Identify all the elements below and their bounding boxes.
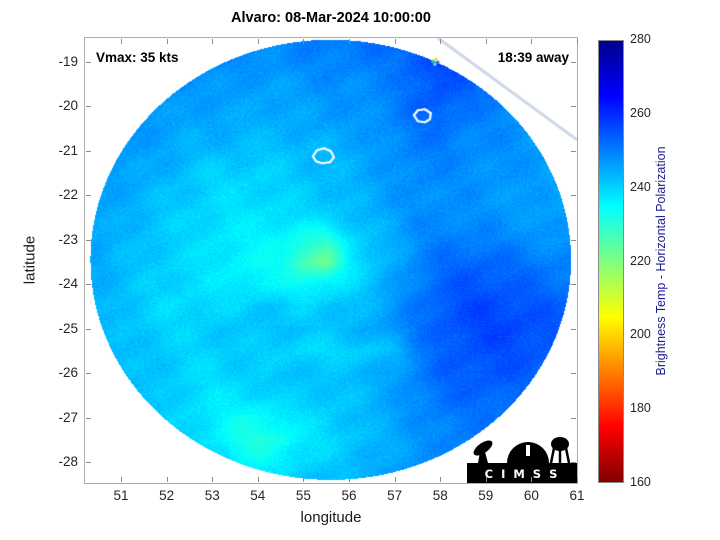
colorbar-tick-label: 180 [630,401,651,416]
y-tick-mark [86,195,91,197]
x-tick-mark [212,477,214,482]
x-tick-mark [349,39,350,44]
x-tick-mark [394,477,396,482]
x-tick-label: 51 [113,488,129,503]
x-tick-mark [577,39,578,44]
y-tick-mark [86,328,91,330]
cimss-logo: C I M S S [467,408,577,483]
x-tick-mark [303,477,305,482]
y-tick-mark [86,284,91,286]
y-tick-label: -26 [58,365,78,381]
x-tick-mark [577,477,578,482]
colorbar-label: Brightness Temp - Horizontal Polarizatio… [654,146,668,376]
x-tick-mark [394,39,396,44]
y-tick-label: -22 [58,187,78,203]
x-tick-mark [121,39,123,44]
x-tick-mark [257,39,259,44]
y-tick-label: -21 [58,142,78,158]
satellite-brightness-temp-heatmap [85,38,577,483]
y-tick-mark [86,239,91,241]
x-axis-label: longitude [300,509,362,526]
dome-slit [526,445,530,456]
vmax-annotation: Vmax: 35 kts [96,50,179,65]
x-tick-label: 54 [250,488,266,503]
colorbar-tick-label: 200 [630,327,651,342]
x-tick-mark [485,477,487,482]
page-title: Alvaro: 08-Mar-2024 10:00:00 [231,10,431,26]
dish-stand [478,452,488,463]
y-tick-label: -24 [58,276,78,292]
y-tick-mark [86,373,91,375]
logo-band [467,463,577,483]
x-tick-mark [166,477,168,482]
x-tick-mark [531,477,533,482]
colorbar-tick-label: 160 [630,475,651,489]
y-tick-mark [86,417,91,419]
logo-text: C I M S S [485,467,560,481]
x-tick-mark [257,477,259,482]
y-tick-mark [571,373,576,375]
x-tick-mark [531,39,533,44]
x-tick-mark [303,39,305,44]
x-tick-mark [485,39,487,44]
y-tick-mark [571,150,576,152]
y-tick-label: -20 [58,98,78,114]
y-tick-label: -25 [58,320,78,336]
colorbar-tick-label: 260 [630,105,651,120]
cimss-logo-graphic: C I M S S [467,437,577,483]
colorbar-tick-label: 280 [630,32,651,46]
y-tick-label: -27 [58,409,78,425]
x-tick-mark [440,477,442,482]
x-tick-mark [121,477,123,482]
x-tick-mark [166,39,168,44]
colorbar-tick-label: 220 [630,253,651,268]
y-tick-mark [571,328,576,330]
x-tick-label: 60 [523,488,539,503]
y-tick-mark [571,284,576,286]
y-tick-mark [86,150,91,152]
y-tick-mark [571,106,576,108]
x-tick-mark [212,39,214,44]
x-tick-label: 53 [204,488,220,503]
x-tick-label: 58 [432,488,448,503]
x-tick-label: 61 [569,488,585,503]
y-tick-label: -28 [58,454,78,470]
water-tower-legs [549,447,571,464]
x-tick-label: 59 [478,488,494,503]
x-tick-mark [349,477,350,482]
x-tick-label: 56 [341,488,357,503]
y-tick-label: -19 [58,54,78,69]
y-tick-mark [571,239,576,241]
y-tick-label: -23 [58,231,78,247]
satellite-dish-icon [473,440,493,456]
x-tick-label: 52 [159,488,175,503]
y-tick-mark [571,62,576,63]
eta-annotation: 18:39 away [497,50,569,65]
x-tick-mark [440,39,442,44]
colorbar-gradient [598,40,624,483]
y-tick-mark [86,62,91,63]
y-tick-mark [86,106,91,108]
y-tick-mark [571,417,576,419]
y-tick-mark [571,462,576,464]
y-tick-mark [86,462,91,464]
x-tick-label: 57 [387,488,403,503]
colorbar-tick-label: 240 [630,179,651,194]
water-tower-icon [551,437,569,451]
y-tick-mark [571,195,576,197]
x-tick-label: 55 [295,488,311,503]
